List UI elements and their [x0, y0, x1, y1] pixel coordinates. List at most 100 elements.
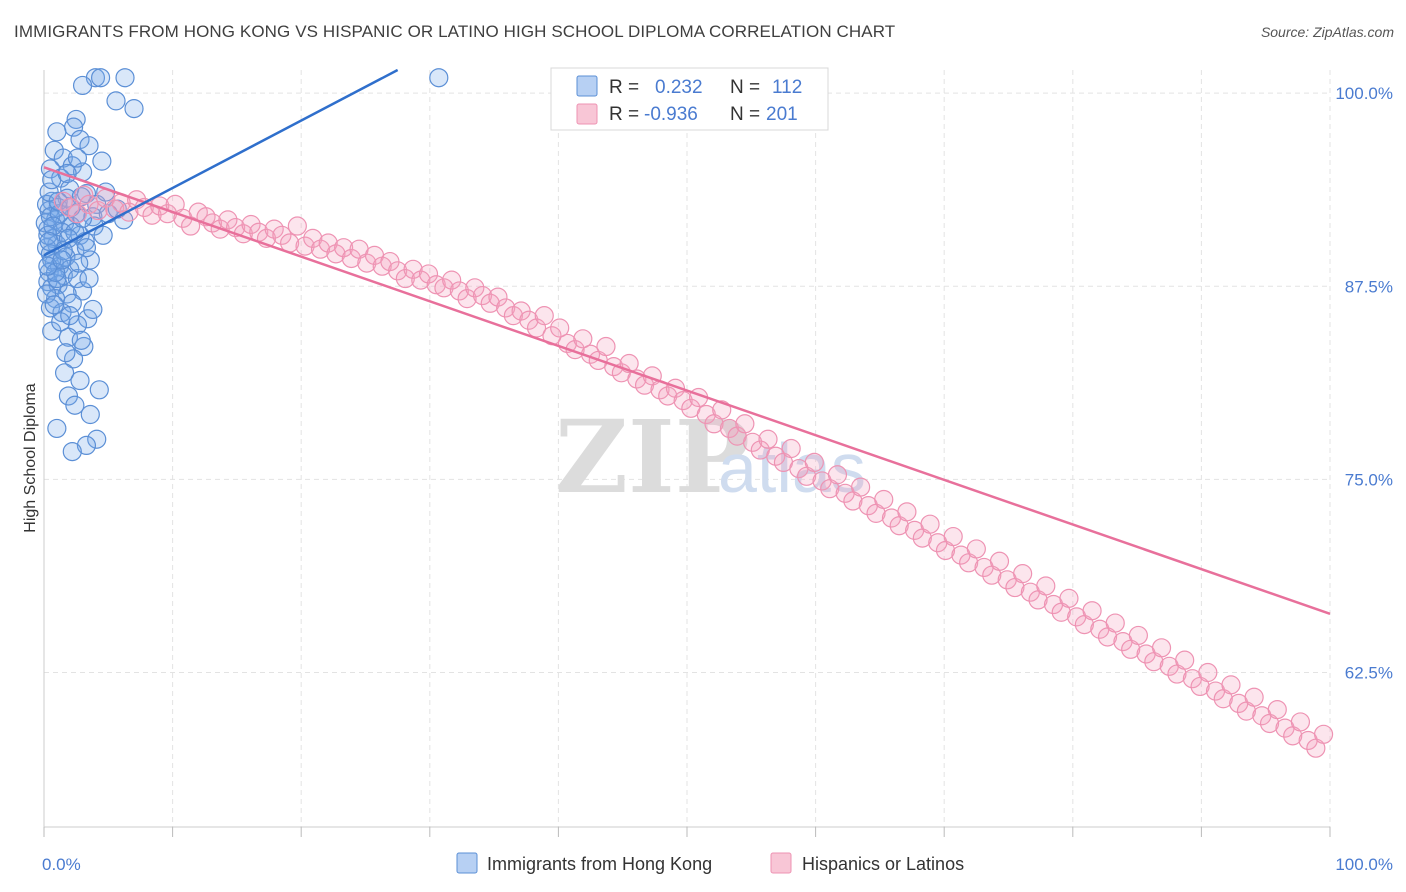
y-axis-label: High School Diploma	[22, 383, 39, 533]
hong-kong-point-83	[36, 284, 57, 304]
hong-kong-point-68	[80, 404, 100, 425]
hispanic-point-35	[318, 233, 338, 253]
source-label: Source: ZipAtlas.com	[1260, 24, 1394, 40]
hong-kong-point-99	[79, 268, 99, 289]
legend-n-label-2: N =	[730, 104, 760, 125]
hispanic-point-134	[1082, 601, 1102, 621]
hong-kong-point-95	[43, 216, 63, 236]
hispanic-point-53	[457, 289, 477, 309]
hispanic-point-71	[596, 336, 616, 357]
hong-kong-point-63	[54, 363, 75, 383]
y-tick-label-2: 75.0%	[1345, 470, 1393, 489]
hispanic-point-79	[658, 386, 678, 406]
hispanic-point-58	[496, 298, 516, 318]
legend-swatch-blue	[576, 75, 598, 97]
hong-kong-point-87	[83, 299, 103, 320]
hong-kong-point-47	[67, 268, 88, 289]
hispanic-point-152	[1221, 675, 1241, 695]
hispanic-point-50	[434, 278, 454, 298]
legend-n-label-1: N =	[730, 77, 760, 98]
bottom-legend-label-2: Hispanics or Latinos	[802, 854, 964, 874]
hispanic-point-81	[673, 391, 693, 411]
hong-kong-point-64	[70, 370, 90, 391]
hispanic-point-3	[74, 185, 94, 205]
hong-kong-point-110	[93, 225, 113, 245]
hong-kong-point-97	[69, 253, 89, 273]
hispanic-point-146	[1175, 650, 1195, 670]
hispanic-point-40	[357, 253, 377, 273]
chart-title: IMMIGRANTS FROM HONG KONG VS HISPANIC OR…	[14, 22, 896, 41]
hong-kong-point-100	[39, 231, 59, 252]
hispanic-point-98	[804, 452, 824, 473]
hispanic-point-46	[403, 259, 423, 279]
hispanic-point-140	[1128, 625, 1148, 646]
grid-lines	[44, 70, 1331, 827]
hong-kong-point-3	[429, 68, 449, 88]
bottom-legend-label-1: Immigrants from Hong Kong	[487, 854, 712, 874]
hong-kong-point-88	[71, 330, 91, 350]
hong-kong-point-66	[58, 386, 79, 406]
hispanic-point-52	[449, 281, 469, 301]
legend-n-value-1: 112	[772, 77, 802, 98]
hispanic-point-63	[534, 306, 554, 326]
hispanic-point-31	[287, 216, 307, 236]
hispanic-point-101	[827, 465, 848, 485]
hispanic-point-72	[604, 357, 624, 377]
hispanic-point-149	[1198, 662, 1218, 683]
hong-kong-point-7	[66, 109, 86, 130]
hispanic-point-56	[480, 293, 500, 313]
hispanic-point-47	[411, 270, 431, 290]
hispanic-point-25	[241, 214, 261, 235]
series-hong-kong-points	[35, 68, 449, 462]
x-tick-label-0: 0.0%	[42, 855, 81, 874]
hong-kong-point-72	[62, 441, 82, 462]
hispanic-point-155	[1244, 687, 1264, 707]
hispanic-point-13	[150, 196, 170, 216]
hong-kong-point-89	[56, 343, 76, 363]
y-tick-label-3: 62.5%	[1345, 664, 1393, 683]
hong-kong-point-4	[72, 75, 93, 96]
hong-kong-point-98	[45, 262, 66, 282]
hong-kong-point-108	[52, 250, 72, 270]
hispanic-point-89	[735, 414, 755, 434]
hispanic-point-61	[519, 310, 539, 330]
hispanic-point-104	[851, 477, 871, 497]
bottom-legend-swatch-blue	[456, 852, 478, 874]
hispanic-point-37	[334, 238, 354, 258]
hispanic-trend-line	[43, 166, 1331, 615]
hispanic-point-116	[943, 526, 963, 547]
hispanic-point-92	[758, 429, 778, 449]
hispanic-point-137	[1105, 613, 1125, 633]
y-tick-labels: 100.0% 87.5% 75.0% 62.5%	[1335, 84, 1393, 682]
hong-kong-point-41	[80, 250, 100, 270]
hispanic-point-65	[550, 318, 570, 338]
hong-kong-point-2	[115, 68, 135, 88]
hong-kong-point-86	[60, 306, 80, 326]
hong-kong-point-11	[79, 136, 99, 156]
hong-kong-point-1	[90, 68, 111, 88]
bottom-legend-swatch-pink	[770, 852, 792, 874]
hispanic-point-68	[573, 329, 593, 349]
hispanic-point-113	[920, 514, 940, 534]
hispanic-point-51	[442, 270, 462, 290]
hispanic-point-122	[989, 551, 1010, 571]
hong-kong-point-51	[72, 281, 93, 301]
hispanic-point-28	[264, 219, 284, 239]
hong-kong-trend-line	[43, 68, 399, 257]
legend-r-value-1: 0.232	[655, 77, 703, 98]
hong-kong-point-65	[89, 380, 109, 400]
hispanic-point-55	[472, 285, 493, 306]
hispanic-point-110	[897, 502, 917, 522]
hispanic-point-143	[1151, 638, 1172, 658]
watermark-atlas: atlas	[718, 429, 866, 507]
hispanic-point-1	[60, 197, 80, 218]
hispanic-point-49	[426, 275, 446, 295]
hispanic-point-125	[1013, 564, 1033, 584]
hispanic-point-48	[418, 264, 439, 284]
hispanic-point-34	[310, 239, 331, 259]
hispanic-point-54	[465, 278, 485, 298]
hispanic-point-87	[719, 418, 740, 439]
hispanic-point-90	[742, 432, 763, 452]
hispanic-point-119	[966, 539, 986, 559]
